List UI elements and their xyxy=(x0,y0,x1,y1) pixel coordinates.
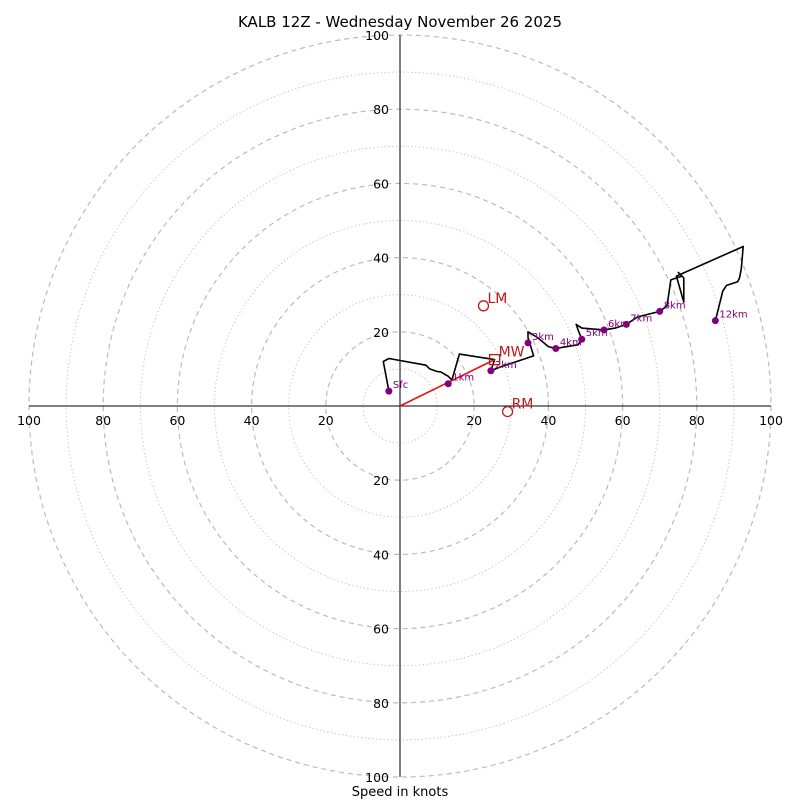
y-tick-label: 80 xyxy=(373,102,389,117)
height-marker-point xyxy=(487,367,495,375)
x-tick-label: 40 xyxy=(244,413,260,428)
chart-title: KALB 12Z - Wednesday November 26 2025 xyxy=(238,13,562,31)
tick-labels: 20 20 20 20 40 40 40 40 60 60 60 60 80 80 80 80 100 100 10… xyxy=(17,28,783,785)
height-marker-label: 12km xyxy=(719,310,747,321)
y-tick-label: 100 xyxy=(365,28,389,43)
height-marker-label: 4km xyxy=(560,337,582,348)
x-tick-label: 80 xyxy=(689,413,705,428)
height-marker-point xyxy=(552,344,560,352)
height-marker-label: 3km xyxy=(532,332,554,343)
x-tick-label: 100 xyxy=(17,413,41,428)
x-tick-label: 60 xyxy=(169,413,185,428)
y-tick-label: 80 xyxy=(373,696,389,711)
height-marker-point xyxy=(385,387,393,395)
height-marker-point xyxy=(444,380,452,388)
height-marker-label: Sfc xyxy=(393,380,408,391)
storm-motion-marker xyxy=(501,405,514,418)
height-marker-label: 6km xyxy=(608,319,630,330)
height-marker-label: 7km xyxy=(630,313,652,324)
height-marker-point xyxy=(600,326,608,334)
y-tick-label: 60 xyxy=(373,622,389,637)
storm-motion-marker xyxy=(488,353,501,366)
height-marker-label: 8km xyxy=(664,300,686,311)
x-axis-label: Speed in knots xyxy=(352,785,449,800)
height-marker-point xyxy=(578,335,586,343)
y-tick-label: 100 xyxy=(365,770,389,785)
x-tick-label: 80 xyxy=(95,413,111,428)
x-tick-label: 100 xyxy=(759,413,783,428)
storm-motion-marker xyxy=(477,300,490,312)
storm-motion-label: LM xyxy=(487,291,507,307)
y-tick-label: 20 xyxy=(373,473,389,488)
height-marker-point xyxy=(622,320,630,328)
x-tick-label: 20 xyxy=(466,413,482,428)
height-marker-label: 5km xyxy=(586,328,608,339)
hodograph-trace-line xyxy=(382,245,745,392)
height-marker-label: 2km xyxy=(495,360,517,371)
height-marker-point xyxy=(656,307,664,315)
storm-motion-markers: LM MW RM xyxy=(477,291,534,418)
y-tick-label: 40 xyxy=(373,547,389,562)
height-marker-point xyxy=(524,339,532,347)
y-tick-label: 20 xyxy=(373,325,389,340)
height-marker-point xyxy=(711,317,719,325)
storm-motion-label: RM xyxy=(512,397,534,413)
storm-motion-label: MW xyxy=(499,345,525,361)
height-marker-label: 1km xyxy=(452,373,474,384)
x-tick-label: 60 xyxy=(615,413,631,428)
y-tick-label: 60 xyxy=(373,176,389,191)
x-tick-label: 40 xyxy=(540,413,556,428)
y-tick-label: 40 xyxy=(373,251,389,266)
wind-trace xyxy=(382,245,745,392)
x-tick-label: 20 xyxy=(318,413,334,428)
